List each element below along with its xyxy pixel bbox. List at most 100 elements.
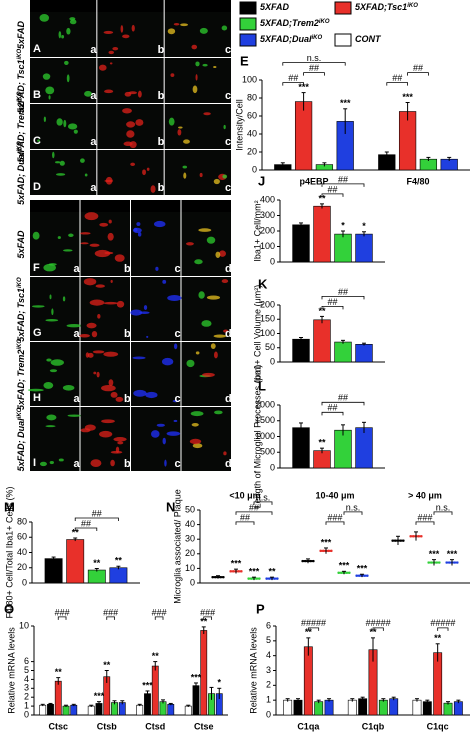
cell-signal: [107, 232, 114, 241]
cell-signal: [79, 334, 91, 338]
column-header: Merge: [194, 200, 220, 210]
cell-signal: [51, 308, 54, 316]
bar: [422, 701, 432, 716]
legend-label: CONT: [355, 34, 382, 44]
y-axis-label: Relative mRNA levels: [6, 627, 16, 714]
micrograph: [164, 104, 231, 149]
bar: [412, 699, 422, 716]
cell-signal: [87, 352, 94, 358]
cell-signal: [62, 385, 75, 391]
cell-signal: [190, 411, 204, 417]
cell-signal: [223, 124, 226, 130]
y-tick-label: 4: [266, 650, 271, 660]
comparison-label: n.s.: [256, 492, 271, 502]
y-tick-label: 5: [266, 635, 271, 645]
comparison-label: n.s.: [346, 502, 361, 512]
legend-swatch: [239, 1, 257, 15]
y-tick-label: 3: [24, 683, 29, 693]
panel-sublabel: d: [225, 263, 232, 275]
y-tick-label: 0: [270, 256, 275, 266]
significance-star: ***: [339, 561, 350, 571]
cell-signal: [84, 424, 96, 431]
cell-signal: [50, 359, 64, 366]
panel-sublabel: d: [225, 458, 232, 470]
cell-signal: [168, 117, 175, 126]
cell-signal: [126, 130, 135, 138]
cell-signal: [150, 430, 160, 438]
column-header: p4EBP1: [47, 0, 80, 10]
significance-star: ***: [142, 680, 153, 690]
dot-decor: [448, 561, 451, 564]
cell-signal: [199, 172, 203, 178]
cell-signal: [37, 139, 40, 142]
bar: [44, 558, 63, 584]
significance-star: ***: [321, 537, 332, 547]
y-tick-label: 20: [247, 146, 257, 156]
row-label-main: 5xFAD: [16, 230, 26, 259]
cell-signal: [214, 410, 223, 415]
bar: [54, 680, 62, 716]
legend-label-sup: iKO: [407, 3, 418, 9]
y-tick-label: 100: [260, 241, 275, 251]
cell-signal: [79, 232, 91, 235]
cell-signal: [61, 35, 65, 39]
cell-signal: [161, 357, 174, 366]
bar: [47, 704, 54, 716]
significance-star: ***: [447, 549, 458, 559]
panel-sublabel: c: [225, 90, 231, 102]
comparison-label: ##: [338, 393, 348, 403]
bar: [144, 693, 151, 716]
dot-decor: [456, 561, 459, 564]
cell-signal: [85, 352, 90, 358]
y-tick-label: 80: [247, 92, 257, 102]
x-tick-label: Ctsc: [48, 721, 68, 731]
bar: [389, 698, 399, 716]
comparison-bracket: [203, 616, 212, 620]
dot-decor: [391, 539, 394, 542]
cell-signal: [56, 118, 63, 126]
bar: [334, 341, 352, 363]
micrograph: [164, 12, 231, 57]
y-tick-label: 1500: [255, 415, 275, 425]
significance-star: *: [218, 678, 222, 688]
cell-signal: [202, 372, 215, 377]
dot-decor: [355, 574, 358, 577]
y-tick-label: 4: [24, 674, 29, 684]
panel-sublabel: b: [124, 263, 131, 275]
significance-star: ***: [402, 92, 413, 102]
cell-signal: [84, 90, 93, 97]
dot-decor: [312, 559, 315, 563]
bar: [200, 630, 208, 716]
cell-signal: [91, 330, 98, 338]
dot-decor: [348, 571, 351, 574]
micrograph: [131, 212, 181, 276]
bar: [87, 569, 106, 584]
panel-sublabel: c: [175, 458, 181, 470]
dot-decor: [345, 571, 348, 574]
cell-signal: [120, 25, 124, 33]
dot-decor: [358, 574, 361, 577]
dot-decor: [445, 561, 448, 564]
cell-signal: [97, 313, 101, 319]
legend-label: 5XFAD;Tsc1iKO: [355, 2, 418, 12]
comparison-label: ##: [413, 63, 423, 73]
cell-signal: [99, 222, 109, 227]
cell-signal: [172, 399, 179, 403]
panel-sublabel: d: [225, 328, 232, 340]
cell-signal: [191, 44, 198, 50]
bar: [313, 450, 331, 469]
dot-decor: [363, 574, 366, 577]
panel-sublabel: a: [90, 182, 97, 194]
cell-signal: [103, 301, 118, 305]
comparison-label: ###: [55, 607, 70, 617]
y-tick-label: 2: [266, 680, 271, 690]
y-tick-label: 20: [17, 562, 27, 572]
comparison-bracket: [321, 193, 344, 197]
micrograph: [164, 150, 231, 195]
cell-signal: [43, 381, 54, 389]
row-label-main: 5xFAD: [16, 20, 26, 49]
cell-signal: [103, 351, 119, 357]
cell-signal: [137, 90, 142, 98]
micrograph: [131, 277, 181, 341]
cell-signal: [173, 343, 178, 350]
